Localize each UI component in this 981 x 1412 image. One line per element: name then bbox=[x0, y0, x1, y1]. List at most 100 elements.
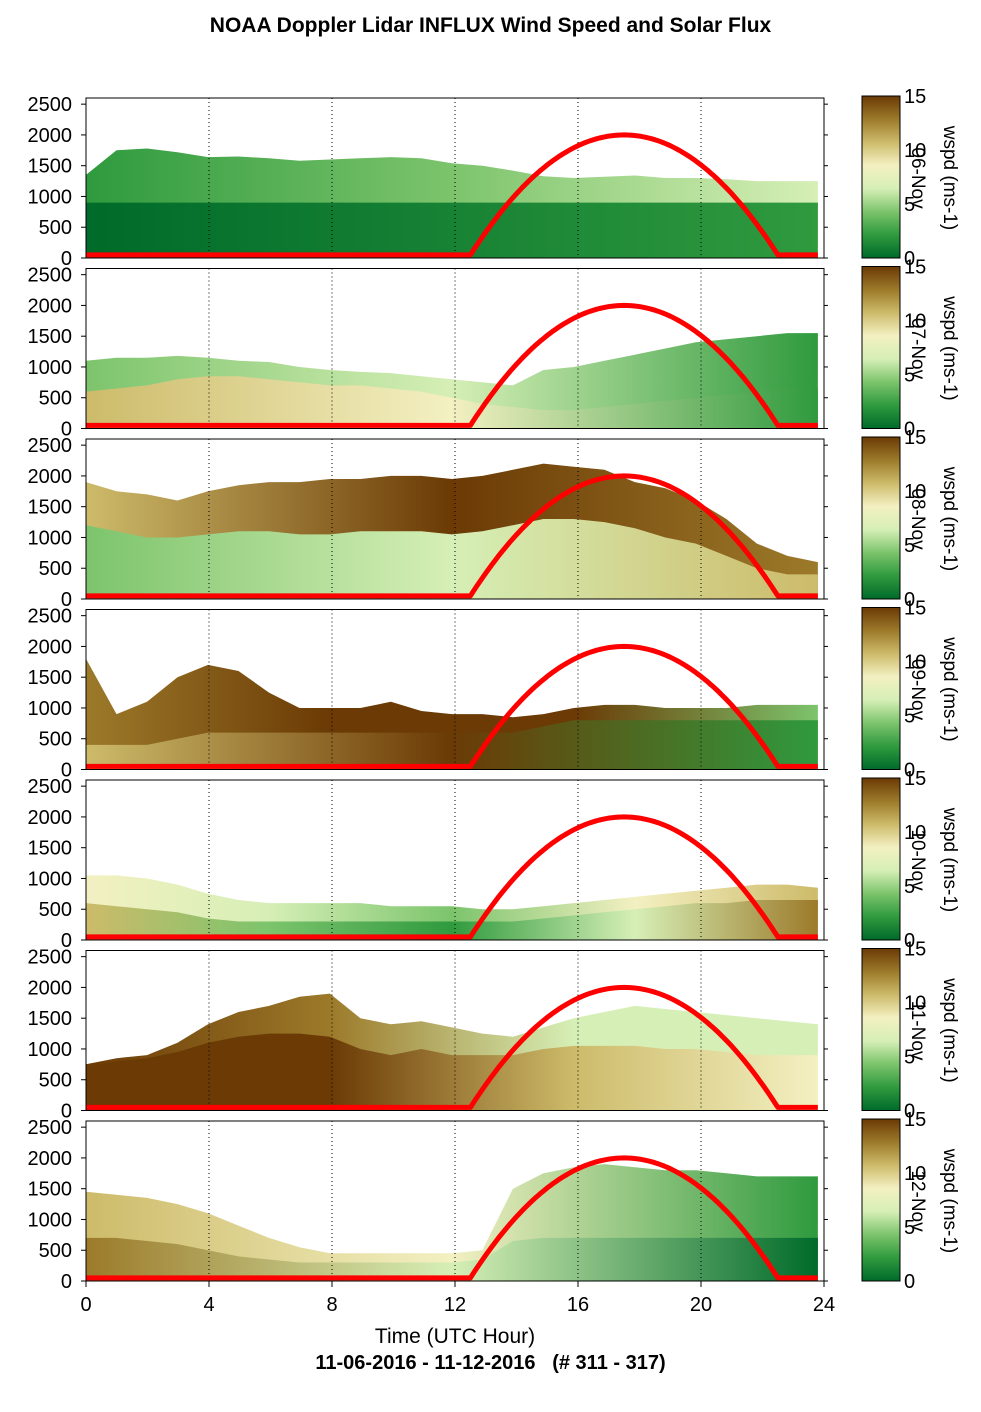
colorbar-tick-label: 15 bbox=[904, 939, 926, 961]
colorbar bbox=[861, 948, 901, 1111]
colorbar-tick-label: 10 bbox=[904, 822, 926, 844]
x-tick-label: 16 bbox=[567, 1294, 589, 1316]
colorbar-tick-label: 0 bbox=[904, 1101, 915, 1123]
y-tick-label: 500 bbox=[39, 729, 72, 751]
y-tick-label: 2500 bbox=[28, 947, 73, 969]
y-tick-label: 500 bbox=[39, 558, 72, 580]
colorbar bbox=[861, 1118, 901, 1282]
day-label: 07-Nov bbox=[907, 318, 928, 380]
wind-layer-2 bbox=[86, 900, 818, 940]
day-label: 08-Nov bbox=[907, 488, 928, 550]
colorbar-tick-label: 0 bbox=[904, 589, 915, 611]
wind-layer-2 bbox=[86, 376, 818, 429]
y-tick-label: 0 bbox=[61, 589, 72, 611]
colorbar-tick-label: 10 bbox=[904, 993, 926, 1015]
day-label: 06-Nov bbox=[907, 147, 928, 209]
colorbar-tick-label: 5 bbox=[904, 1047, 915, 1069]
y-tick-label: 1500 bbox=[28, 838, 73, 860]
colorbar-tick-label: 15 bbox=[904, 86, 926, 108]
y-tick-label: 0 bbox=[61, 419, 72, 441]
y-tick-label: 1500 bbox=[28, 667, 73, 689]
x-tick-label: 12 bbox=[444, 1294, 466, 1316]
solar-flux-curve bbox=[86, 814, 818, 940]
panel-frame bbox=[85, 438, 825, 600]
y-tick-label: 1000 bbox=[28, 868, 73, 890]
solar-flux-curve bbox=[86, 643, 818, 769]
solar-flux-curve bbox=[86, 473, 818, 599]
y-tick-label: 2500 bbox=[28, 435, 73, 457]
colorbar bbox=[861, 607, 901, 770]
colorbar-tick-label: 5 bbox=[904, 365, 915, 387]
colorbar-tick-label: 0 bbox=[904, 419, 915, 441]
colorbar-tick-label: 15 bbox=[904, 768, 926, 790]
solar-flux-curve bbox=[86, 984, 818, 1110]
chart-title: NOAA Doppler Lidar INFLUX Wind Speed and… bbox=[209, 14, 772, 37]
x-axis: 0 4 8 12 16 20 24 Time (UTC Hour) bbox=[80, 1281, 835, 1348]
panel-2: 0 500 1000 1500 2000 2500 0 5 10 15 07-Nov wspd (ms… bbox=[28, 257, 961, 441]
y-tick-label: 2000 bbox=[28, 466, 73, 488]
wind-layer-2 bbox=[86, 519, 818, 599]
y-tick-label: 2000 bbox=[28, 1148, 73, 1170]
y-tick-label: 500 bbox=[39, 1070, 72, 1092]
y-tick-label: 500 bbox=[39, 388, 72, 410]
y-tick-label: 1000 bbox=[28, 527, 73, 549]
colorbar-tick-label: 0 bbox=[904, 760, 915, 782]
y-tick-label: 2500 bbox=[28, 1117, 73, 1139]
panel-6: 0 500 1000 1500 2000 2500 0 5 10 15 11-Nov wspd (ms… bbox=[28, 939, 961, 1123]
colorbar-tick-label: 10 bbox=[904, 481, 926, 503]
colorbar-tick-label: 15 bbox=[904, 1109, 926, 1131]
colorbar-tick-label: 10 bbox=[904, 1163, 926, 1185]
colorbar-label: wspd (ms-1) bbox=[939, 1148, 960, 1254]
solar-flux-curve bbox=[86, 302, 818, 428]
y-tick-label: 2000 bbox=[28, 636, 73, 658]
colorbar-tick-label: 5 bbox=[904, 876, 915, 898]
wind-layer-2 bbox=[86, 720, 818, 770]
panel-frame bbox=[85, 97, 825, 259]
panel-7: 0 500 1000 1500 2000 2500 0 5 10 15 12-Nov wspd (ms… bbox=[28, 1109, 961, 1293]
y-tick-label: 2500 bbox=[28, 265, 73, 287]
panel-frame bbox=[85, 779, 825, 941]
colorbar-label: wspd (ms-1) bbox=[939, 295, 960, 401]
y-tick-label: 1500 bbox=[28, 1179, 73, 1201]
panel-frame bbox=[85, 268, 825, 429]
colorbar bbox=[861, 777, 901, 941]
panel-5: 0 500 1000 1500 2000 2500 0 5 10 15 10-Nov wspd (ms… bbox=[28, 768, 961, 952]
y-tick-label: 1000 bbox=[28, 186, 73, 208]
y-tick-label: 1500 bbox=[28, 156, 73, 178]
colorbar-tick-label: 10 bbox=[904, 652, 926, 674]
y-tick-label: 1000 bbox=[28, 1209, 73, 1231]
date-range-label: 11-06-2016 - 11-12-2016 (# 311 - 317) bbox=[315, 1352, 666, 1374]
y-tick-label: 1000 bbox=[28, 1039, 73, 1061]
panel-1: 0 500 1000 1500 2000 2500 0 5 10 15 06-Nov wspd (ms… bbox=[28, 86, 961, 270]
y-tick-label: 2000 bbox=[28, 977, 73, 999]
x-tick-label: 0 bbox=[80, 1294, 91, 1316]
colorbar bbox=[861, 266, 901, 429]
colorbar-tick-label: 10 bbox=[904, 140, 926, 162]
y-tick-label: 1000 bbox=[28, 357, 73, 379]
y-tick-label: 500 bbox=[39, 899, 72, 921]
y-tick-label: 0 bbox=[61, 248, 72, 270]
y-tick-label: 2000 bbox=[28, 295, 73, 317]
wind-layer-2 bbox=[86, 1237, 818, 1281]
panel-3: 0 500 1000 1500 2000 2500 0 5 10 15 08-Nov wspd (ms… bbox=[28, 427, 961, 611]
colorbar-tick-label: 15 bbox=[904, 257, 926, 279]
y-tick-label: 500 bbox=[39, 217, 72, 239]
y-tick-label: 1500 bbox=[28, 497, 73, 519]
colorbar-tick-label: 5 bbox=[904, 1217, 915, 1239]
solar-flux-curve bbox=[86, 132, 818, 258]
x-tick-label: 24 bbox=[813, 1294, 835, 1316]
y-tick-label: 0 bbox=[61, 930, 72, 952]
x-tick-label: 8 bbox=[326, 1294, 337, 1316]
y-tick-label: 1500 bbox=[28, 326, 73, 348]
colorbar bbox=[861, 436, 901, 600]
colorbar-tick-label: 5 bbox=[904, 194, 915, 216]
solar-flux-curve bbox=[86, 1155, 818, 1281]
panel-frame bbox=[85, 609, 825, 770]
x-tick-label: 20 bbox=[690, 1294, 712, 1316]
y-tick-label: 0 bbox=[61, 1271, 72, 1293]
day-label: 11-Nov bbox=[907, 1001, 928, 1061]
colorbar-tick-label: 15 bbox=[904, 427, 926, 449]
colorbar-label: wspd (ms-1) bbox=[939, 807, 960, 913]
